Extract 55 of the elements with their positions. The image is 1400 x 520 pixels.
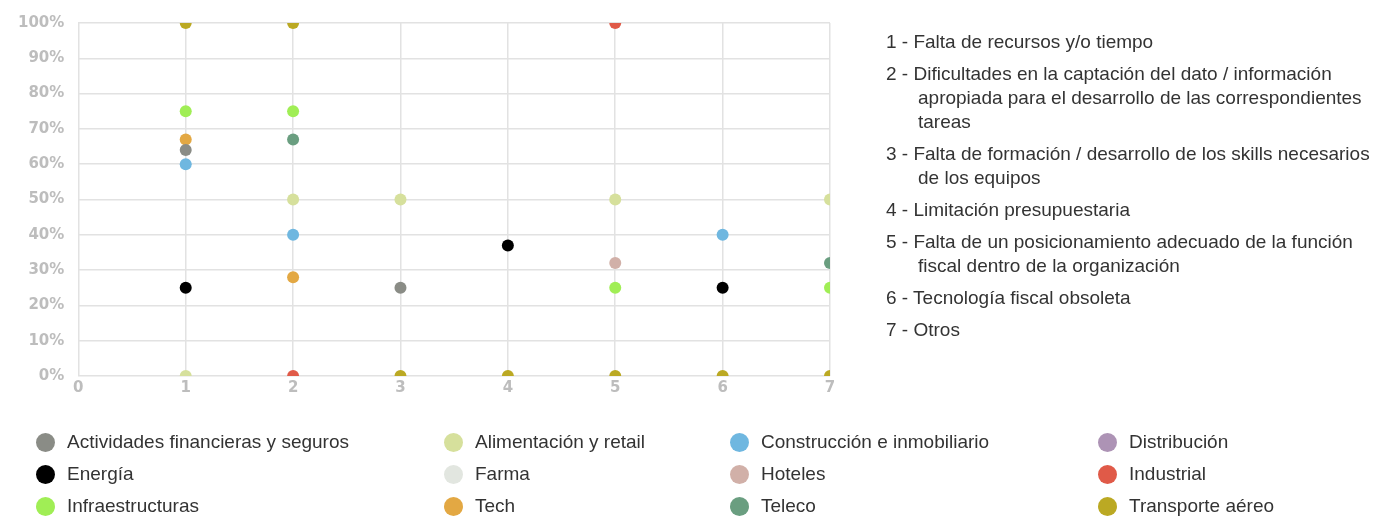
text: 5 - Falta de un posicionamiento adecuado de la función fiscal dentro de la organización xyxy=(886,230,1354,278)
point xyxy=(716,228,729,241)
y-tick-label: 60% xyxy=(28,154,65,173)
legend-label: Distribución xyxy=(1129,431,1229,453)
x-tick-label: 4 xyxy=(502,377,514,396)
legend-label: Alimentación y retail xyxy=(475,431,646,453)
point xyxy=(609,281,622,294)
legend-label: Teleco xyxy=(761,495,816,517)
x-tick-label: 5 xyxy=(610,377,621,396)
point xyxy=(179,281,192,294)
x-tick-label: 7 xyxy=(824,377,836,396)
point xyxy=(287,105,300,118)
legend-label: Transporte aéreo xyxy=(1129,495,1275,517)
point xyxy=(287,228,300,241)
text: 6 - Tecnología fiscal obsoleta xyxy=(886,286,1132,310)
legend-label: Tech xyxy=(475,495,516,517)
text: 2 - Dificultades en la captación del dato / información apropiada para el desarrollo de las correspondientes tareas xyxy=(886,62,1363,134)
legend-label: Actividades financieras y seguros xyxy=(67,431,349,453)
point xyxy=(609,257,622,270)
x-tick-label: 3 xyxy=(395,377,406,396)
legend-label: Infraestructuras xyxy=(67,495,199,517)
point xyxy=(179,105,192,118)
legend-label: Construcción e inmobiliario xyxy=(761,431,990,453)
y-tick-label: 20% xyxy=(28,295,65,314)
legend-label: Farma xyxy=(475,463,530,485)
text: 4 - Limitación presupuestaria xyxy=(886,198,1131,222)
point xyxy=(394,193,407,206)
x-tick-label: 1 xyxy=(180,377,191,396)
legend-label: Energía xyxy=(67,463,134,485)
point xyxy=(394,281,407,294)
text: 3 - Falta de formación / desarrollo de los skills necesarios de los equipos xyxy=(886,142,1371,190)
y-tick-label: 40% xyxy=(28,224,65,243)
y-tick-label: 30% xyxy=(28,259,65,278)
point xyxy=(287,193,300,206)
text: 1 - Falta de recursos y/o tiempo xyxy=(886,30,1155,54)
y-tick-label: 100% xyxy=(18,12,65,31)
legend-label: Hoteles xyxy=(761,463,826,485)
y-tick-label: 70% xyxy=(28,118,65,137)
point xyxy=(609,193,622,206)
point xyxy=(716,281,729,294)
point xyxy=(179,133,192,146)
point xyxy=(501,239,514,252)
y-tick-label: 50% xyxy=(28,189,65,208)
point xyxy=(287,271,300,284)
x-tick-label: 0 xyxy=(73,377,84,396)
y-tick-label: 0% xyxy=(38,365,65,384)
y-tick-label: 10% xyxy=(28,330,65,349)
y-tick-label: 90% xyxy=(28,48,65,67)
y-tick-label: 80% xyxy=(28,83,65,102)
point xyxy=(179,158,192,171)
legend-label: Industrial xyxy=(1129,463,1207,485)
point xyxy=(179,144,192,157)
x-tick-label: 2 xyxy=(287,377,299,396)
text: 7 - Otros xyxy=(886,318,961,342)
x-tick-label: 6 xyxy=(717,377,728,396)
